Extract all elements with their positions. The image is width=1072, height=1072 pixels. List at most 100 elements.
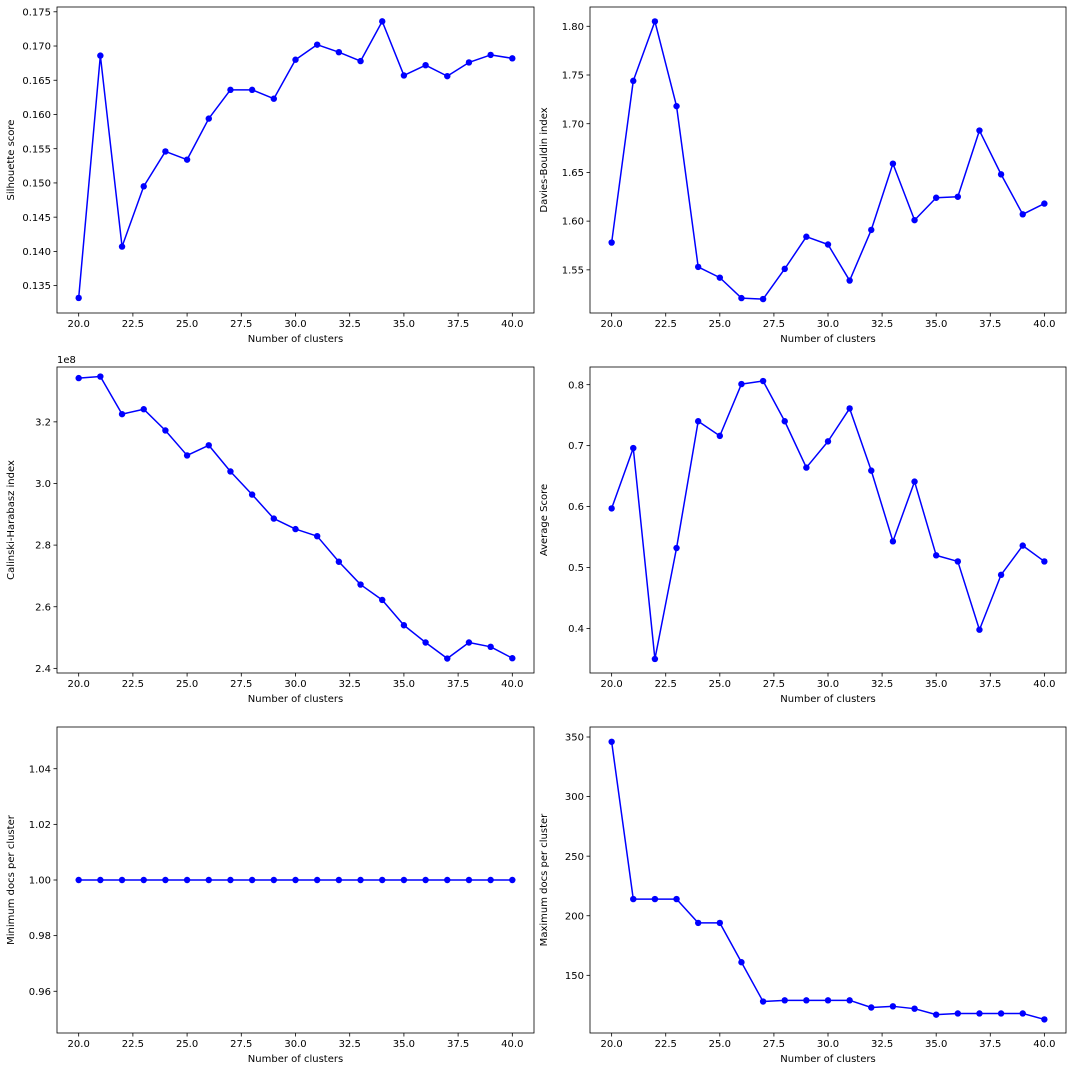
davies-bouldin-y-tick-label: 1.75 [562,71,584,82]
min-docs-data-point [444,876,451,884]
silhouette-data-point [400,72,408,79]
average-score-data-point [694,418,702,425]
calinski-harabasz-axes-frame [56,366,535,674]
calinski-harabasz-data-point [400,622,408,629]
min-docs-x-tick-label: 30.0 [284,1039,306,1050]
min-docs-x-tick-label: 20.0 [68,1039,90,1050]
calinski-harabasz-data-point [162,427,169,434]
silhouette-data-point [465,59,473,66]
average-score-data-point [1041,558,1048,565]
max-docs-data-point [889,1003,897,1010]
silhouette-data-point [227,86,234,94]
min-docs-data-point [313,876,321,884]
average-score-data-point [911,478,918,485]
min-docs-data-point [75,876,82,884]
calinski-harabasz-y-axis-label: Calinski-Harabasz index [6,460,17,580]
average-score-y-tick-label: 0.6 [568,502,584,513]
silhouette-x-tick-label: 30.0 [284,319,306,330]
silhouette-data-point [379,18,386,25]
silhouette-data-point [118,243,126,250]
calinski-harabasz-y-tick-label: 2.6 [35,602,51,613]
average-score-data-point [846,405,853,412]
average-score-data-point [824,438,832,445]
min-docs-data-point [379,876,386,884]
min-docs-y-tick-label: 0.98 [29,931,51,942]
silhouette-data-point [335,48,343,56]
min-docs-data-point [400,876,408,884]
min-docs-data-point [183,876,191,884]
max-docs-y-axis-label: Maximum docs per cluster [539,813,550,946]
min-docs-x-tick-label: 40.0 [501,1039,523,1050]
max-docs-x-tick-label: 35.0 [925,1039,947,1050]
davies-bouldin-y-tick-label: 1.65 [562,168,584,179]
silhouette-x-axis-label: Number of clusters [248,334,343,345]
max-docs-x-tick-label: 32.5 [871,1039,893,1050]
max-docs-data-point [846,997,853,1004]
calinski-harabasz-x-tick-label: 30.0 [284,679,306,690]
davies-bouldin-x-tick-label: 35.0 [925,319,947,330]
max-docs-y-tick-label: 150 [565,971,584,982]
average-score-x-tick-label: 27.5 [763,679,785,690]
calinski-harabasz-data-point [357,581,364,588]
average-score-x-tick-label: 30.0 [817,679,839,690]
davies-bouldin-x-tick-label: 37.5 [979,319,1001,330]
davies-bouldin-data-point [1041,200,1048,207]
average-score-x-tick-label: 32.5 [871,679,893,690]
average-score-y-axis-label: Average Score [539,484,550,556]
min-docs-data-point [248,876,256,884]
max-docs-x-tick-label: 30.0 [817,1039,839,1050]
davies-bouldin-data-point [716,274,724,281]
silhouette-data-point [422,61,429,69]
average-score-x-tick-label: 20.0 [601,679,623,690]
max-docs-x-tick-label: 27.5 [763,1039,785,1050]
min-docs-data-point [465,876,473,884]
davies-bouldin-data-point [868,226,875,234]
calinski-harabasz-data-point [509,655,516,662]
silhouette-data-point [313,41,321,48]
average-score-data-point [608,505,615,512]
calinski-harabasz-y-tick-label: 3.2 [35,417,51,428]
average-score-data-point [716,432,724,440]
average-score-y-tick-label: 0.8 [568,380,584,391]
max-docs-data-point [738,959,745,966]
min-docs-data-point [97,876,104,884]
min-docs-y-tick-label: 1.02 [29,820,51,831]
min-docs-data-point [509,876,516,884]
max-docs-x-axis-label: Number of clusters [780,1054,875,1065]
davies-bouldin-data-point [630,77,637,85]
silhouette-y-tick-label: 0.145 [22,213,51,224]
min-docs-data-point [422,876,429,884]
davies-bouldin-x-tick-label: 20.0 [601,319,623,330]
calinski-harabasz-data-point [379,596,386,604]
min-docs-data-point [357,876,364,884]
calinski-harabasz-data-point [313,532,321,540]
silhouette-panel: 20.0 22.5 25.0 27.5 30.0 32.5 35.0 37.5 40.0 0.13… [6,6,535,345]
min-docs-data-point [292,876,299,884]
average-score-data-point [651,655,659,663]
davies-bouldin-x-axis-label: Number of clusters [780,334,875,345]
max-docs-x-tick-label: 20.0 [601,1039,623,1050]
average-score-x-tick-label: 35.0 [925,679,947,690]
max-docs-x-tick-label: 22.5 [655,1039,677,1050]
davies-bouldin-data-point [846,277,853,284]
min-docs-x-tick-label: 32.5 [339,1039,361,1050]
calinski-harabasz-data-point [227,468,234,475]
davies-bouldin-data-point [759,295,767,303]
silhouette-data-point [162,148,169,155]
max-docs-axes-frame [589,726,1067,1034]
max-docs-y-tick-label: 200 [565,911,584,922]
average-score-x-axis-label: Number of clusters [780,694,875,705]
max-docs-data-point [694,919,702,927]
davies-bouldin-data-point [651,18,659,25]
calinski-harabasz-x-tick-label: 22.5 [122,679,144,690]
calinski-harabasz-data-point [270,515,278,522]
silhouette-y-tick-label: 0.165 [22,76,51,87]
silhouette-axes-frame [56,6,535,314]
davies-bouldin-y-tick-label: 1.80 [562,22,584,33]
average-score-x-tick-label: 37.5 [979,679,1001,690]
min-docs-x-axis-label: Number of clusters [248,1054,343,1065]
davies-bouldin-data-point [738,294,745,302]
min-docs-data-point [335,876,343,884]
average-score-data-point [803,464,810,471]
